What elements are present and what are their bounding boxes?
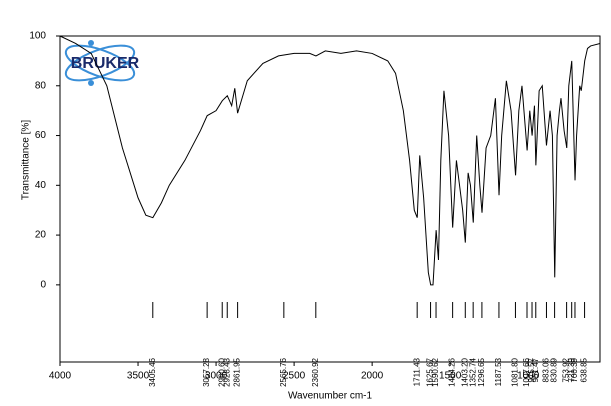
- x-tick-label: 3000: [205, 371, 228, 382]
- x-tick-label: 4000: [49, 371, 72, 382]
- peak-label: 1296.65: [477, 357, 486, 386]
- peak-label: 2861.95: [233, 357, 242, 386]
- peak-label: 975.57: [527, 357, 536, 382]
- peak-label: 2565.76: [279, 357, 288, 386]
- logo: BRUKER: [64, 40, 140, 86]
- peak-label: 2928.43: [222, 357, 231, 386]
- peak-label: 3405.46: [148, 357, 157, 386]
- peak-label: 830.89: [550, 357, 559, 382]
- y-tick-label: 20: [35, 230, 47, 241]
- y-tick-label: 40: [35, 180, 47, 191]
- peak-label: 2360.92: [311, 357, 320, 386]
- peak-label: 1711.43: [412, 357, 421, 386]
- plot-frame: [59, 35, 601, 363]
- y-tick-label: 60: [35, 130, 47, 141]
- peak-label: 1352.74: [468, 357, 477, 386]
- peak-label: 3057.28: [202, 357, 211, 386]
- logo-orbit: [64, 44, 136, 82]
- peak-label: 1625.67: [426, 357, 435, 386]
- peak-label: 721.39: [567, 357, 576, 382]
- y-tick-label: 0: [40, 279, 46, 290]
- peak-label: 1590.62: [431, 357, 440, 386]
- x-tick-label: 1000: [517, 371, 540, 382]
- peak-label: 1007.66: [522, 357, 531, 386]
- x-tick-label: 3500: [127, 371, 150, 382]
- peak-label: 1187.53: [494, 357, 503, 386]
- peak-label: 1403.20: [460, 357, 469, 386]
- y-tick-label: 80: [35, 80, 47, 91]
- peak-label: 700.39: [570, 357, 579, 382]
- y-axis-label: Transmittance [%]: [21, 120, 32, 200]
- peak-label: 2960.60: [217, 357, 226, 386]
- peak-label: 638.85: [580, 357, 589, 382]
- peak-label: 753.92: [562, 357, 571, 382]
- y-tick-label: 100: [29, 31, 46, 42]
- peak-label: 951.47: [531, 357, 540, 382]
- logo-dot: [88, 40, 94, 46]
- logo-dot: [88, 80, 94, 86]
- x-axis-label: Wavenumber cm-1: [288, 391, 373, 402]
- peak-label: 1081.80: [511, 357, 520, 386]
- logo-orbit: [64, 44, 136, 82]
- x-tick-label: 2000: [361, 371, 384, 382]
- peak-label: 883.06: [542, 357, 551, 382]
- peak-label: 1484.26: [448, 357, 457, 386]
- logo-text: BRUKER: [71, 55, 140, 72]
- spectrum-line: [59, 35, 601, 286]
- x-tick-label: 2500: [283, 371, 306, 382]
- x-tick-label: 1500: [439, 371, 462, 382]
